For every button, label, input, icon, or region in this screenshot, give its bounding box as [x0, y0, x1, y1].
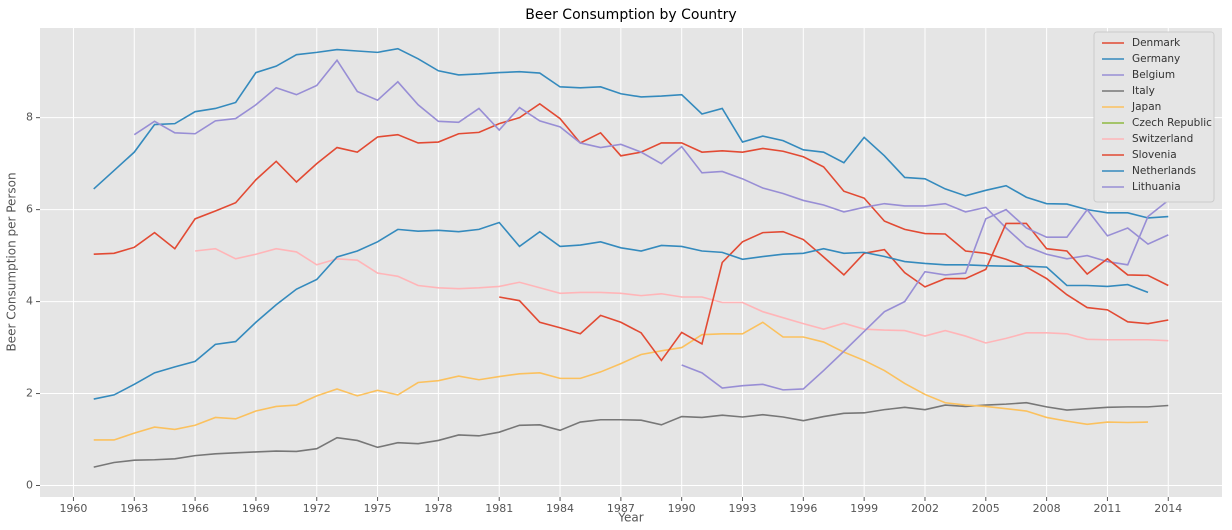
legend-label: Japan: [1131, 101, 1161, 113]
x-tick-label: 1984: [546, 502, 574, 515]
y-tick-label: 4: [26, 295, 33, 308]
x-tick-label: 1978: [424, 502, 452, 515]
x-tick-label: 1996: [789, 502, 817, 515]
series-line: [195, 247, 1169, 344]
legend-label: Netherlands: [1132, 165, 1196, 177]
y-tick-label: 0: [26, 479, 33, 492]
x-tick-label: 1960: [59, 502, 87, 515]
series-line: [93, 321, 1149, 441]
x-tick-label: 1987: [607, 502, 635, 515]
legend-label: Lithuania: [1132, 181, 1181, 193]
x-tick-label: 1969: [242, 502, 270, 515]
x-tick-label: 1972: [303, 502, 331, 515]
x-axis-label: Year: [617, 511, 643, 525]
x-tick-label: 2011: [1093, 502, 1121, 515]
x-tick-label: 1966: [181, 502, 209, 515]
series-line: [93, 401, 1169, 468]
legend-label: Germany: [1132, 53, 1180, 65]
legend-label: Slovenia: [1132, 149, 1177, 161]
lines: [93, 47, 1169, 468]
x-tick-label: 1975: [364, 502, 392, 515]
legend-label: Belgium: [1132, 69, 1175, 81]
y-tick-label: 8: [26, 111, 33, 124]
x-tick-label: 2002: [911, 502, 939, 515]
x-tick-label: 1981: [485, 502, 513, 515]
y-tick-label: 6: [26, 203, 33, 216]
x-tick-label: 1963: [120, 502, 148, 515]
legend-label: Switzerland: [1132, 133, 1193, 145]
series-line: [133, 58, 1169, 266]
series-line: [93, 221, 1149, 400]
legend-label: Czech Republic: [1132, 117, 1212, 129]
x-tick-label: 2005: [972, 502, 1000, 515]
plot-area: [40, 28, 1222, 497]
x-tick-label: 1999: [850, 502, 878, 515]
series-line: [93, 102, 1169, 325]
legend-label: Denmark: [1132, 37, 1181, 49]
x-tick-label: 2014: [1154, 502, 1182, 515]
legend-label: Italy: [1132, 85, 1155, 97]
grid: 0 2 4 6 8 1960 1963 1966 1969 1972 1975 1978 1981 198…: [26, 28, 1222, 515]
chart-title: Beer Consumption by Country: [525, 7, 736, 23]
y-tick-label: 2: [26, 387, 33, 400]
series-line: [681, 208, 1169, 391]
series-line: [93, 47, 1169, 219]
x-tick-label: 1993: [729, 502, 757, 515]
x-tick-label: 1990: [668, 502, 696, 515]
legend: Denmark Germany Belgium Italy Japan Czech Rep…: [1093, 31, 1215, 203]
y-axis-label: Beer Consumption per Person: [5, 172, 19, 351]
series-line: [499, 222, 1169, 362]
x-tick-label: 2008: [1033, 502, 1061, 515]
